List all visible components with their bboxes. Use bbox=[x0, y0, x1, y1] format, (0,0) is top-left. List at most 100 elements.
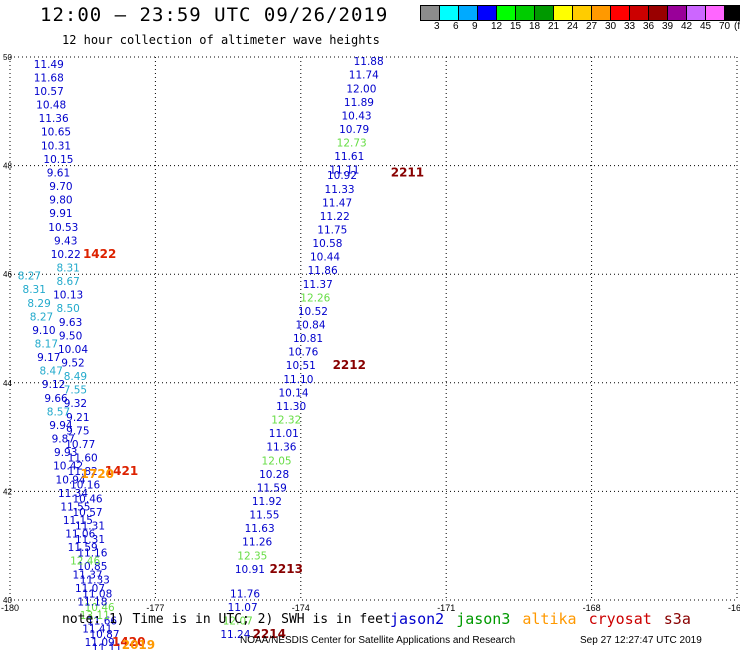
footer-date: Sep 27 12:27:47 UTC 2019 bbox=[580, 635, 702, 646]
wave-height-label: 10.85 bbox=[77, 561, 107, 573]
wave-height-label: 10.31 bbox=[41, 140, 71, 152]
wave-height-label: 11.86 bbox=[308, 265, 338, 277]
wave-height-label: 11.36 bbox=[39, 113, 69, 125]
colorbar-label: 6 bbox=[453, 21, 459, 32]
wave-height-label: 10.04 bbox=[58, 344, 88, 356]
wave-height-label: 11.89 bbox=[344, 97, 374, 109]
wave-height-label: 10.43 bbox=[342, 110, 372, 122]
wave-height-label: 12.00 bbox=[346, 83, 376, 95]
wave-height-label: 10.91 bbox=[235, 564, 265, 576]
colorbar-label: 45 bbox=[700, 21, 712, 32]
colorbar-label: 30 bbox=[605, 21, 617, 32]
colorbar-label: (ft) bbox=[734, 21, 740, 32]
wave-height-label: 11.37 bbox=[73, 569, 103, 581]
legend: jason2 jason3 altika cryosat s3a bbox=[390, 610, 703, 628]
wave-height-label: 11.76 bbox=[230, 588, 260, 600]
y-tick-label: 42 bbox=[3, 487, 12, 496]
wave-height-label: 9.10 bbox=[32, 325, 55, 337]
wave-height-label: 11.36 bbox=[266, 442, 296, 454]
wave-height-label: 10.13 bbox=[53, 290, 83, 302]
wave-height-label: 9.91 bbox=[49, 208, 72, 220]
wave-height-label: 10.65 bbox=[41, 127, 71, 139]
wave-height-label: 11.61 bbox=[334, 151, 364, 163]
wave-height-label: 9.21 bbox=[66, 412, 89, 424]
wave-height-label: 10.14 bbox=[278, 387, 308, 399]
wave-height-label: 10.22 bbox=[51, 249, 81, 261]
colorbar-swatch bbox=[725, 6, 740, 20]
y-tick-label: 40 bbox=[3, 596, 12, 605]
wave-height-label: 9.43 bbox=[54, 235, 77, 247]
wave-height-label: 11.01 bbox=[269, 428, 299, 440]
colorbar-label: 9 bbox=[472, 21, 478, 32]
colorbar-swatch bbox=[478, 6, 497, 20]
colorbar-swatch bbox=[516, 6, 535, 20]
wave-height-label: 11.47 bbox=[322, 197, 352, 209]
pass-time-label: 1422 bbox=[83, 247, 116, 261]
wave-height-label: 10.52 bbox=[298, 306, 328, 318]
wave-height-label: 10.81 bbox=[293, 333, 323, 345]
wave-height-label: 11.33 bbox=[80, 575, 110, 587]
wave-height-label: 10.94 bbox=[56, 474, 86, 486]
wave-height-label: 9.66 bbox=[44, 393, 68, 405]
wave-height-label: 8.17 bbox=[35, 339, 58, 351]
colorbar-swatch bbox=[706, 6, 725, 20]
wave-height-label: 11.31 bbox=[75, 534, 105, 546]
wave-height-label: 9.80 bbox=[49, 195, 72, 207]
wave-height-label: 10.57 bbox=[73, 507, 103, 519]
wave-height-label: 12.35 bbox=[237, 550, 267, 562]
wave-height-label: 11.11 bbox=[329, 165, 359, 177]
colorbar-label: 12 bbox=[491, 21, 503, 32]
wave-height-label: 9.75 bbox=[66, 425, 89, 437]
wave-height-label: 9.12 bbox=[42, 379, 65, 391]
wave-height-label: 10.51 bbox=[286, 360, 316, 372]
wave-height-label: 11.75 bbox=[317, 224, 347, 236]
footer-credit: NOAA/NESDIS Center for Satellite Applica… bbox=[240, 635, 516, 646]
wave-height-label: 11.30 bbox=[276, 401, 306, 413]
wave-height-label: 12.32 bbox=[271, 415, 301, 427]
x-tick-label: -168 bbox=[583, 603, 601, 613]
wave-height-label: 12.07 bbox=[223, 615, 253, 627]
chart-subtitle: 12 hour collection of altimeter wave hei… bbox=[62, 33, 380, 47]
colorbar bbox=[420, 5, 740, 21]
wave-height-label: 11.63 bbox=[245, 523, 275, 535]
colorbar-label: 36 bbox=[643, 21, 655, 32]
colorbar-swatch bbox=[554, 6, 573, 20]
colorbar-label: 39 bbox=[662, 21, 674, 32]
colorbar-swatch bbox=[649, 6, 668, 20]
y-tick-label: 48 bbox=[3, 162, 12, 171]
wave-height-label: 11.24 bbox=[220, 629, 250, 641]
colorbar-swatch bbox=[592, 6, 611, 20]
wave-height-label: 11.31 bbox=[75, 520, 105, 532]
colorbar-label: 15 bbox=[510, 21, 522, 32]
wave-height-label: 11.55 bbox=[249, 510, 279, 522]
wave-height-label: 11.11 bbox=[92, 643, 122, 650]
wave-height-label: 10.15 bbox=[43, 154, 73, 166]
wave-height-label: 9.94 bbox=[49, 420, 73, 432]
wave-height-label: 8.47 bbox=[40, 366, 63, 378]
x-tick-label: -165 bbox=[728, 603, 740, 613]
wave-height-label: 8.50 bbox=[56, 303, 79, 315]
wave-height-label: 11.68 bbox=[34, 72, 64, 84]
wave-height-label: 10.79 bbox=[339, 124, 369, 136]
wave-height-label: 11.59 bbox=[68, 542, 98, 554]
colorbar-label: 3 bbox=[434, 21, 440, 32]
wave-height-label: 10.46 bbox=[85, 602, 115, 614]
wave-height-label: 9.63 bbox=[59, 317, 82, 329]
wave-height-label: 11.10 bbox=[283, 374, 313, 386]
wave-height-label: 9.61 bbox=[47, 167, 70, 179]
wave-height-label: 10.92 bbox=[327, 170, 357, 182]
wave-height-label: 11.92 bbox=[252, 496, 282, 508]
wave-height-label: 11.26 bbox=[242, 537, 272, 549]
pass-time-label: 2212 bbox=[333, 358, 366, 372]
colorbar-swatch bbox=[573, 6, 592, 20]
colorbar-swatch bbox=[611, 6, 630, 20]
wave-height-label: 11.37 bbox=[303, 279, 333, 291]
colorbar-swatch bbox=[459, 6, 478, 20]
legend-item-altika: altika bbox=[522, 610, 577, 628]
wave-height-label: 8.29 bbox=[27, 298, 50, 310]
wave-height-label: 10.42 bbox=[53, 461, 83, 473]
wave-height-label: 9.87 bbox=[52, 434, 75, 446]
wave-height-label: 11.18 bbox=[77, 596, 107, 608]
colorbar-swatch bbox=[440, 6, 459, 20]
legend-item-s3a: s3a bbox=[663, 610, 691, 628]
